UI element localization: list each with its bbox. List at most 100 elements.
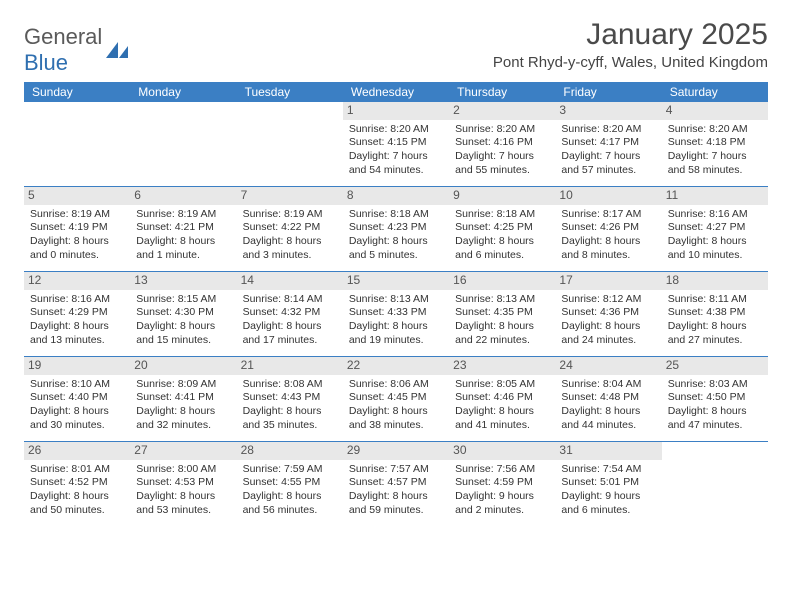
calendar-cell: 5Sunrise: 8:19 AMSunset: 4:19 PMDaylight… <box>24 187 130 271</box>
daylight-text: Daylight: 8 hours and 59 minutes. <box>349 490 443 517</box>
weekday-header-row: SundayMondayTuesdayWednesdayThursdayFrid… <box>24 82 768 102</box>
calendar-cell: 7Sunrise: 8:19 AMSunset: 4:22 PMDaylight… <box>237 187 343 271</box>
sunrise-text: Sunrise: 8:16 AM <box>668 208 762 222</box>
calendar-cell: 18Sunrise: 8:11 AMSunset: 4:38 PMDayligh… <box>662 272 768 356</box>
day-number: 25 <box>662 357 768 375</box>
sunset-text: Sunset: 4:17 PM <box>561 136 655 150</box>
sunset-text: Sunset: 4:52 PM <box>30 476 124 490</box>
sunset-text: Sunset: 4:48 PM <box>561 391 655 405</box>
calendar-cell: 3 Sunrise: 8:20 AMSunset: 4:17 PMDaylight… <box>555 102 661 186</box>
day-number: 26 <box>24 442 130 460</box>
day-number: 14 <box>237 272 343 290</box>
sunrise-text: Sunrise: 8:20 AM <box>561 123 655 137</box>
sunrise-text: Sunrise: 8:08 AM <box>243 378 337 392</box>
sunset-text: Sunset: 4:41 PM <box>136 391 230 405</box>
daylight-text: Daylight: 8 hours and 1 minute. <box>136 235 230 262</box>
calendar-cell: 19Sunrise: 8:10 AMSunset: 4:40 PMDayligh… <box>24 357 130 441</box>
day-number: 9 <box>449 187 555 205</box>
sunrise-text: Sunrise: 8:05 AM <box>455 378 549 392</box>
daylight-text: Daylight: 8 hours and 38 minutes. <box>349 405 443 432</box>
calendar-cell: 9Sunrise: 8:18 AMSunset: 4:25 PMDaylight… <box>449 187 555 271</box>
sunset-text: Sunset: 4:45 PM <box>349 391 443 405</box>
calendar-cell: 13Sunrise: 8:15 AMSunset: 4:30 PMDayligh… <box>130 272 236 356</box>
weekday-header: Thursday <box>449 85 555 99</box>
daylight-text: Daylight: 7 hours and 57 minutes. <box>561 150 655 177</box>
calendar-cell: 27Sunrise: 8:00 AMSunset: 4:53 PMDayligh… <box>130 442 236 526</box>
daylight-text: Daylight: 8 hours and 44 minutes. <box>561 405 655 432</box>
calendar-week: 19Sunrise: 8:10 AMSunset: 4:40 PMDayligh… <box>24 356 768 441</box>
day-number: 6 <box>130 187 236 205</box>
calendar-cell: 26 Sunrise: 8:01 AMSunset: 4:52 PMDayligh… <box>24 442 130 526</box>
day-number: 18 <box>662 272 768 290</box>
sunrise-text: Sunrise: 7:59 AM <box>243 463 337 477</box>
sunset-text: Sunset: 4:57 PM <box>349 476 443 490</box>
day-number: 30 <box>449 442 555 460</box>
daylight-text: Daylight: 9 hours and 6 minutes. <box>561 490 655 517</box>
sunset-text: Sunset: 4:50 PM <box>668 391 762 405</box>
location-text: Pont Rhyd-y-cyff, Wales, United Kingdom <box>493 54 768 71</box>
calendar-cell: 15Sunrise: 8:13 AMSunset: 4:33 PMDayligh… <box>343 272 449 356</box>
day-number: 8 <box>343 187 449 205</box>
day-number: 3 <box>555 102 661 120</box>
day-number: 23 <box>449 357 555 375</box>
daylight-text: Daylight: 8 hours and 13 minutes. <box>30 320 124 347</box>
day-number: 1 <box>343 102 449 120</box>
day-number: 4 <box>662 102 768 120</box>
day-number: 22 <box>343 357 449 375</box>
sunset-text: Sunset: 4:21 PM <box>136 221 230 235</box>
sunset-text: Sunset: 4:40 PM <box>30 391 124 405</box>
day-number: 20 <box>130 357 236 375</box>
daylight-text: Daylight: 8 hours and 19 minutes. <box>349 320 443 347</box>
weekday-header: Tuesday <box>237 85 343 99</box>
sunset-text: Sunset: 4:32 PM <box>243 306 337 320</box>
sunrise-text: Sunrise: 7:56 AM <box>455 463 549 477</box>
daylight-text: Daylight: 8 hours and 22 minutes. <box>455 320 549 347</box>
sunset-text: Sunset: 4:46 PM <box>455 391 549 405</box>
day-number: 29 <box>343 442 449 460</box>
sunset-text: Sunset: 4:26 PM <box>561 221 655 235</box>
calendar-cell: 6Sunrise: 8:19 AMSunset: 4:21 PMDaylight… <box>130 187 236 271</box>
sunrise-text: Sunrise: 8:11 AM <box>668 293 762 307</box>
daylight-text: Daylight: 8 hours and 53 minutes. <box>136 490 230 517</box>
daylight-text: Daylight: 8 hours and 30 minutes. <box>30 405 124 432</box>
page-title: January 2025 <box>493 18 768 52</box>
sunset-text: Sunset: 4:16 PM <box>455 136 549 150</box>
sunset-text: Sunset: 4:15 PM <box>349 136 443 150</box>
calendar-cell: 30Sunrise: 7:56 AMSunset: 4:59 PMDayligh… <box>449 442 555 526</box>
sunset-text: Sunset: 5:01 PM <box>561 476 655 490</box>
daylight-text: Daylight: 9 hours and 2 minutes. <box>455 490 549 517</box>
weekday-header: Sunday <box>24 85 130 99</box>
sunset-text: Sunset: 4:43 PM <box>243 391 337 405</box>
daylight-text: Daylight: 8 hours and 0 minutes. <box>30 235 124 262</box>
daylight-text: Daylight: 8 hours and 32 minutes. <box>136 405 230 432</box>
sunset-text: Sunset: 4:18 PM <box>668 136 762 150</box>
sunrise-text: Sunrise: 8:12 AM <box>561 293 655 307</box>
sunset-text: Sunset: 4:33 PM <box>349 306 443 320</box>
daylight-text: Daylight: 8 hours and 35 minutes. <box>243 405 337 432</box>
weekday-header: Wednesday <box>343 85 449 99</box>
sunset-text: Sunset: 4:30 PM <box>136 306 230 320</box>
day-number: 17 <box>555 272 661 290</box>
daylight-text: Daylight: 8 hours and 24 minutes. <box>561 320 655 347</box>
sunrise-text: Sunrise: 8:20 AM <box>455 123 549 137</box>
day-number: 24 <box>555 357 661 375</box>
daylight-text: Daylight: 8 hours and 8 minutes. <box>561 235 655 262</box>
calendar-week: 1 Sunrise: 8:20 AM Sunset: 4:15 PM Daylight… <box>24 102 768 186</box>
calendar-cell: 21Sunrise: 8:08 AMSunset: 4:43 PMDayligh… <box>237 357 343 441</box>
sunset-text: Sunset: 4:22 PM <box>243 221 337 235</box>
logo-text: General Blue <box>24 24 102 76</box>
sunrise-text: Sunrise: 8:01 AM <box>30 463 124 477</box>
day-number: 10 <box>555 187 661 205</box>
daylight-text: Daylight: 8 hours and 3 minutes. <box>243 235 337 262</box>
daylight-text: Daylight: 8 hours and 50 minutes. <box>30 490 124 517</box>
daylight-text: Daylight: 8 hours and 27 minutes. <box>668 320 762 347</box>
day-number: 19 <box>24 357 130 375</box>
daylight-text: Daylight: 8 hours and 6 minutes. <box>455 235 549 262</box>
sunrise-text: Sunrise: 8:03 AM <box>668 378 762 392</box>
calendar-cell: 22Sunrise: 8:06 AMSunset: 4:45 PMDayligh… <box>343 357 449 441</box>
calendar-cell: 20Sunrise: 8:09 AMSunset: 4:41 PMDayligh… <box>130 357 236 441</box>
sunrise-text: Sunrise: 8:14 AM <box>243 293 337 307</box>
calendar-cell: 16Sunrise: 8:13 AMSunset: 4:35 PMDayligh… <box>449 272 555 356</box>
logo-word-2: Blue <box>24 50 68 75</box>
sunrise-text: Sunrise: 8:18 AM <box>349 208 443 222</box>
